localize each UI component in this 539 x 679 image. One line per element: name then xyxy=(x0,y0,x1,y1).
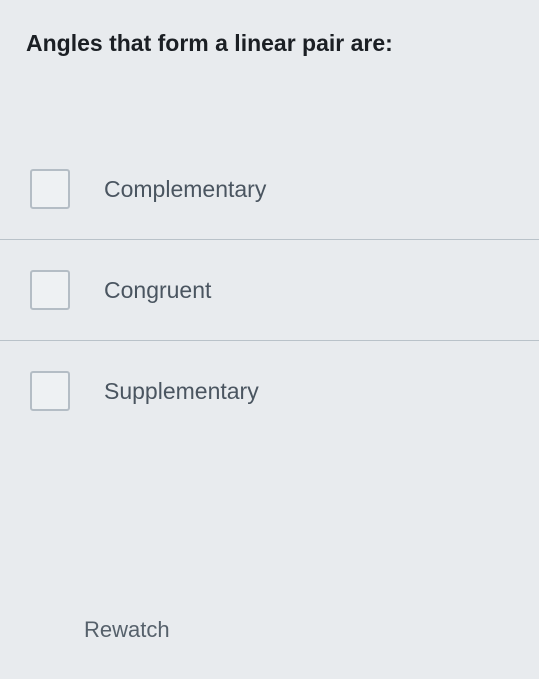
option-label: Congruent xyxy=(104,277,211,304)
options-list: Complementary Congruent Supplementary xyxy=(0,139,539,441)
option-label: Complementary xyxy=(104,176,266,203)
checkbox[interactable] xyxy=(30,169,70,209)
checkbox[interactable] xyxy=(30,371,70,411)
rewatch-button[interactable]: Rewatch xyxy=(84,617,170,643)
checkbox[interactable] xyxy=(30,270,70,310)
option-row[interactable]: Congruent xyxy=(0,240,539,341)
option-label: Supplementary xyxy=(104,378,259,405)
option-row[interactable]: Complementary xyxy=(0,139,539,240)
quiz-container: Angles that form a linear pair are: Comp… xyxy=(0,0,539,679)
question-text: Angles that form a linear pair are: xyxy=(26,28,513,59)
option-row[interactable]: Supplementary xyxy=(0,341,539,441)
question-area: Angles that form a linear pair are: xyxy=(0,0,539,99)
footer-area: Rewatch xyxy=(0,597,539,679)
